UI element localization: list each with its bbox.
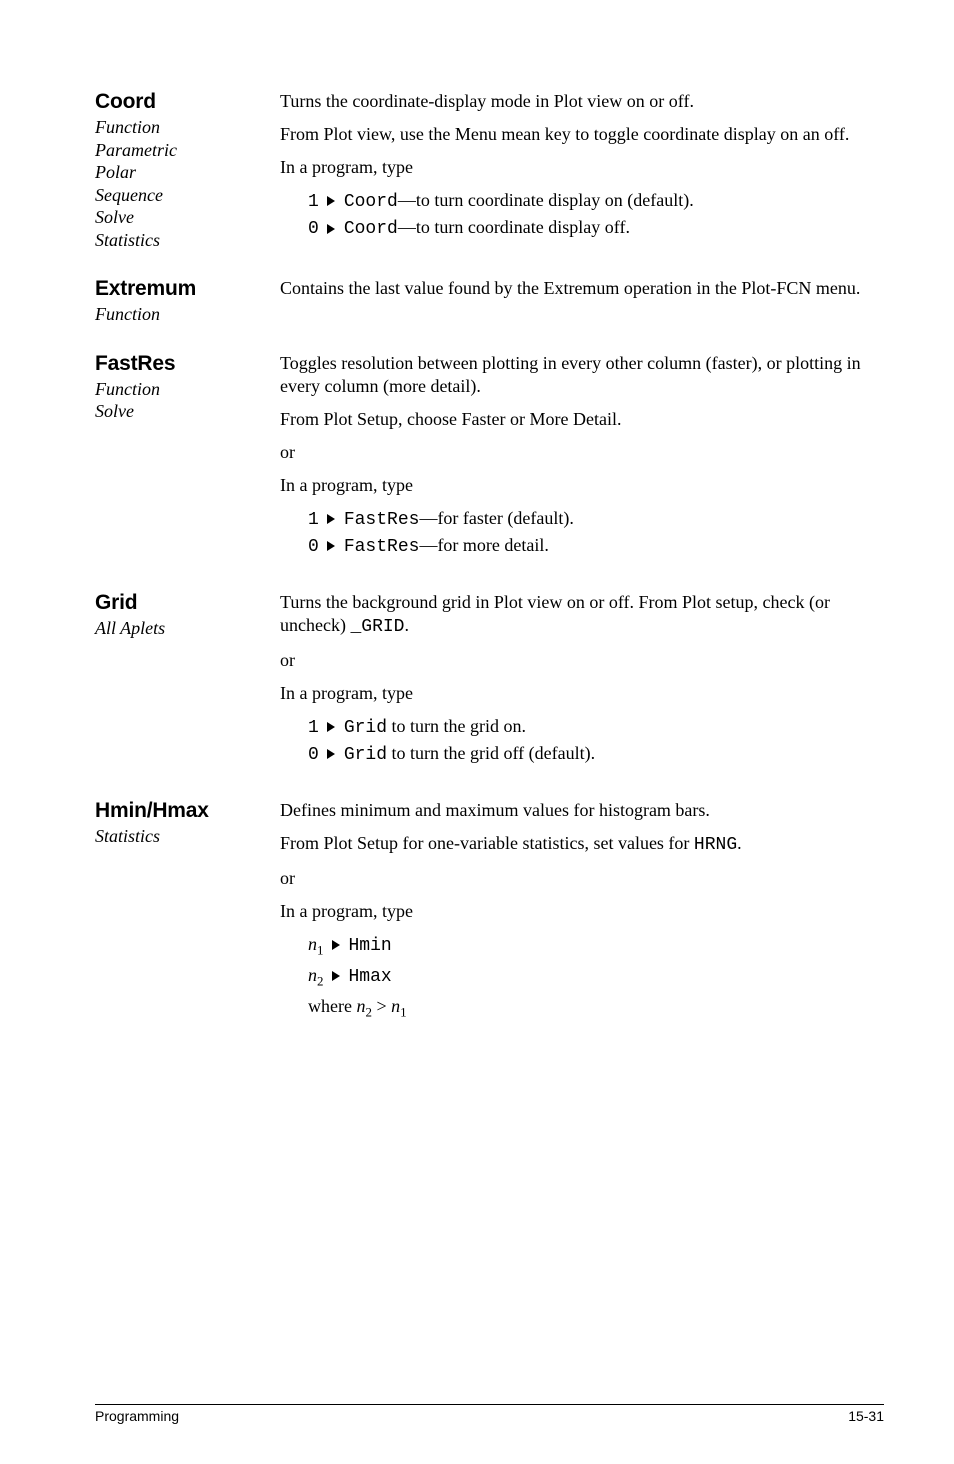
paragraph: Toggles resolution between plotting in e… <box>280 352 884 398</box>
definition-column: Defines minimum and maximum values for h… <box>280 799 884 1024</box>
definition-column: Toggles resolution between plotting in e… <box>280 352 884 565</box>
formula-line: n1 Hmin <box>308 933 884 958</box>
term-subtitle: Function <box>95 116 270 139</box>
term-title: Hmin/Hmax <box>95 799 270 823</box>
entries: CoordFunctionParametricPolarSequenceSolv… <box>95 90 884 1024</box>
term-subtitle: Function <box>95 378 270 401</box>
paragraph: From Plot Setup for one-variable statist… <box>280 832 884 857</box>
term-title: Extremum <box>95 277 270 301</box>
formula-line: n2 Hmax <box>308 964 884 989</box>
paragraph: Turns the coordinate-display mode in Plo… <box>280 90 884 113</box>
bullet-item: 0 Grid to turn the grid off (default). <box>308 742 884 767</box>
definition-column: Turns the background grid in Plot view o… <box>280 591 884 773</box>
term-title: FastRes <box>95 352 270 376</box>
paragraph: From Plot Setup, choose Faster or More D… <box>280 408 884 431</box>
term-column: Hmin/HmaxStatistics <box>95 799 280 848</box>
definition-column: Turns the coordinate-display mode in Plo… <box>280 90 884 247</box>
term-subtitle: Solve <box>95 206 270 229</box>
bullet-list: 1 Coord—to turn coordinate display on (d… <box>308 189 884 241</box>
bullet-item: 1 Coord—to turn coordinate display on (d… <box>308 189 884 214</box>
paragraph: Defines minimum and maximum values for h… <box>280 799 884 822</box>
formula-where: where n2 > n1 <box>308 995 884 1018</box>
paragraph: Turns the background grid in Plot view o… <box>280 591 884 639</box>
term-subtitle: All Aplets <box>95 617 270 640</box>
paragraph: From Plot view, use the Menu mean key to… <box>280 123 884 146</box>
arrow-icon <box>332 940 340 950</box>
page: CoordFunctionParametricPolarSequenceSolv… <box>0 0 954 1464</box>
term-title: Coord <box>95 90 270 114</box>
term-subtitle: Polar <box>95 161 270 184</box>
bullet-list: 1 Grid to turn the grid on.0 Grid to tur… <box>308 715 884 767</box>
term-subtitle: Function <box>95 303 270 326</box>
term-column: ExtremumFunction <box>95 277 280 326</box>
bullet-item: 0 Coord—to turn coordinate display off. <box>308 216 884 241</box>
arrow-icon <box>332 971 340 981</box>
paragraph: In a program, type <box>280 900 884 923</box>
bullet-list: 1 FastRes—for faster (default).0 FastRes… <box>308 507 884 559</box>
term-subtitle: Sequence <box>95 184 270 207</box>
paragraph: or <box>280 867 884 890</box>
paragraph: In a program, type <box>280 474 884 497</box>
page-footer: Programming 15-31 <box>95 1404 884 1424</box>
term-column: CoordFunctionParametricPolarSequenceSolv… <box>95 90 280 251</box>
paragraph: In a program, type <box>280 682 884 705</box>
arrow-icon <box>327 514 335 524</box>
entry: FastResFunctionSolveToggles resolution b… <box>95 352 884 565</box>
entry: ExtremumFunctionContains the last value … <box>95 277 884 326</box>
footer-right: 15-31 <box>848 1408 884 1424</box>
bullet-item: 1 Grid to turn the grid on. <box>308 715 884 740</box>
term-title: Grid <box>95 591 270 615</box>
paragraph: In a program, type <box>280 156 884 179</box>
entry: CoordFunctionParametricPolarSequenceSolv… <box>95 90 884 251</box>
paragraph: Contains the last value found by the Ext… <box>280 277 884 300</box>
definition-column: Contains the last value found by the Ext… <box>280 277 884 310</box>
arrow-icon <box>327 749 335 759</box>
term-subtitle: Solve <box>95 400 270 423</box>
bullet-item: 0 FastRes—for more detail. <box>308 534 884 559</box>
term-column: FastResFunctionSolve <box>95 352 280 423</box>
paragraph: or <box>280 441 884 464</box>
term-subtitle: Statistics <box>95 825 270 848</box>
footer-left: Programming <box>95 1408 179 1424</box>
bullet-item: 1 FastRes—for faster (default). <box>308 507 884 532</box>
entry: Hmin/HmaxStatisticsDefines minimum and m… <box>95 799 884 1024</box>
paragraph: or <box>280 649 884 672</box>
term-subtitle: Statistics <box>95 229 270 252</box>
entry: GridAll ApletsTurns the background grid … <box>95 591 884 773</box>
term-subtitle: Parametric <box>95 139 270 162</box>
term-column: GridAll Aplets <box>95 591 280 640</box>
arrow-icon <box>327 722 335 732</box>
arrow-icon <box>327 196 335 206</box>
arrow-icon <box>327 541 335 551</box>
arrow-icon <box>327 224 335 234</box>
